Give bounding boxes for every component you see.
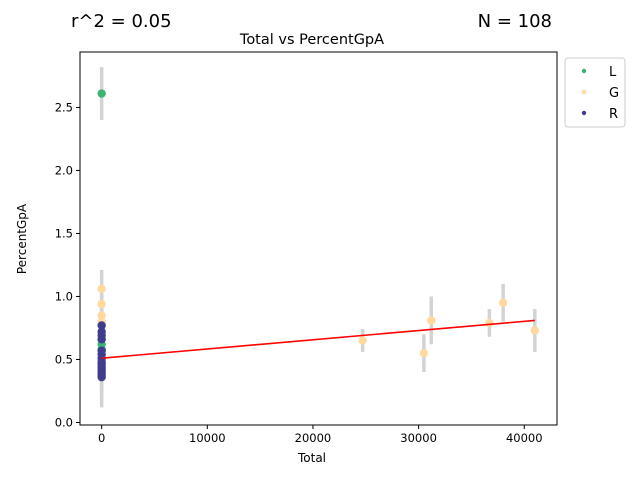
y-axis-label: PercentGpA [15,203,29,274]
legend-marker-L [581,68,587,74]
y-tick-label: 0.5 [55,352,73,366]
x-tick-label: 10000 [189,431,226,445]
legend: LGR [564,57,626,128]
data-point-R [97,372,106,382]
data-point-G [97,299,106,309]
sample-count-label: N = 108 [477,11,552,32]
legend-marker-G [581,89,587,95]
data-point-G [485,318,494,328]
data-point-G [419,348,429,358]
data-point-R [97,321,106,330]
data-point-R [97,335,106,344]
legend-box [564,57,626,128]
data-point-G [530,326,540,335]
axis-ticks: 0 10000 20000 30000 40000 0.0 0.5 1.0 1.5 2.0 2.5 [55,100,543,445]
y-tick-label: 2.5 [55,100,73,114]
data-point-G [97,311,106,320]
data-point-G [498,298,508,307]
y-tick-label: 1.5 [55,226,73,240]
regression-line [101,319,535,360]
data-point-G [97,284,106,294]
x-tick-label: 0 [98,431,105,445]
data-point-L [97,89,106,98]
chart-title: Total vs PercentGpA [239,32,384,48]
legend-label-G: G [609,86,619,101]
legend-label-L: L [609,65,617,80]
r-squared-label: r^2 = 0.05 [71,11,172,32]
axes-frame [79,51,558,426]
legend-marker-R [581,110,587,116]
x-tick-label: 40000 [506,431,543,445]
x-tick-label: 20000 [295,431,332,445]
y-tick-label: 0.0 [55,415,73,429]
data-point-G [427,316,436,325]
x-axis-label: Total [297,451,326,465]
data-point-G [358,336,367,345]
y-tick-label: 2.0 [55,163,73,177]
y-tick-label: 1.0 [55,289,73,303]
plot-area [97,67,540,408]
legend-label-R: R [609,107,618,122]
x-tick-label: 30000 [400,431,437,445]
